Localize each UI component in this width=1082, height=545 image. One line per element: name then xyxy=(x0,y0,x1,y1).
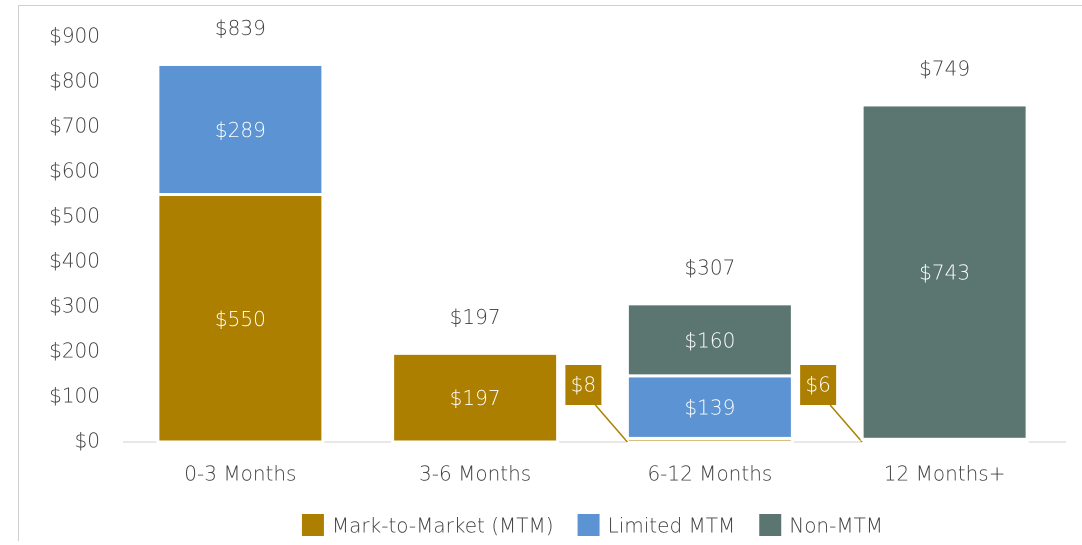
y-tick-label: $300 xyxy=(49,294,100,318)
callout-line xyxy=(830,405,862,442)
legend-swatch xyxy=(578,514,600,536)
x-tick-label: 6-12 Months xyxy=(647,462,772,486)
total-label: $839 xyxy=(215,16,266,40)
value-label: $6 xyxy=(805,373,830,397)
y-tick-label: $200 xyxy=(49,339,100,363)
value-label: $550 xyxy=(215,307,266,331)
legend-label: Limited MTM xyxy=(608,514,736,538)
callout-line xyxy=(595,405,627,442)
value-label: $289 xyxy=(215,118,266,142)
total-label: $307 xyxy=(684,255,735,279)
value-label: $139 xyxy=(684,396,735,420)
legend-label: Non-MTM xyxy=(789,514,883,538)
y-tick-label: $500 xyxy=(49,204,100,228)
value-label: $743 xyxy=(919,261,970,285)
value-label: $8 xyxy=(571,373,596,397)
x-tick-label: 3-6 Months xyxy=(419,462,531,486)
x-tick-label: 0-3 Months xyxy=(184,462,296,486)
y-tick-label: $0 xyxy=(75,429,100,453)
total-label: $197 xyxy=(450,305,501,329)
y-tick-label: $800 xyxy=(49,69,100,93)
legend-label: Mark-to-Market (MTM) xyxy=(332,514,554,538)
y-tick-label: $700 xyxy=(49,114,100,138)
value-label: $160 xyxy=(684,328,735,352)
y-tick-label: $100 xyxy=(49,384,100,408)
legend-swatch xyxy=(759,514,781,536)
y-tick-label: $400 xyxy=(49,249,100,273)
y-tick-label: $900 xyxy=(49,24,100,48)
total-label: $749 xyxy=(919,56,970,80)
y-tick-label: $600 xyxy=(49,159,100,183)
legend-swatch xyxy=(302,514,324,536)
x-tick-label: 12 Months+ xyxy=(884,462,1006,486)
value-label: $197 xyxy=(450,386,501,410)
